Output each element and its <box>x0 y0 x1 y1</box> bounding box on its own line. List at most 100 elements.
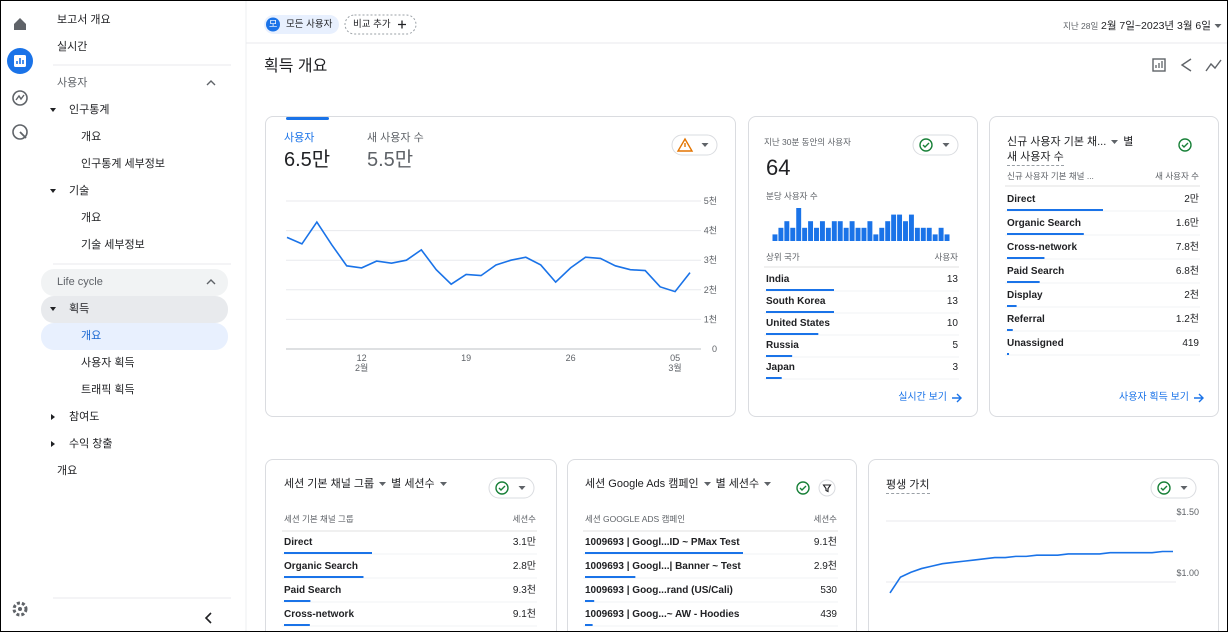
nav-item[interactable]: 개요 <box>81 211 102 224</box>
row-name[interactable]: 1009693 | Goog...~ AW - Hoodies <box>585 609 740 620</box>
y-tick-label: $1.50 <box>1176 507 1199 517</box>
nav-item[interactable]: 트래픽 획득 <box>81 383 135 396</box>
chart-subtitle: 분당 사용자 수 <box>766 190 818 201</box>
column-header: 세션 GOOGLE ADS 캠페인 <box>585 513 686 524</box>
row-name[interactable]: Paid Search <box>1007 266 1065 277</box>
customize-icon[interactable] <box>1152 58 1166 72</box>
row-name[interactable]: Referral <box>1007 314 1045 325</box>
row-bar <box>1007 257 1045 259</box>
row-name[interactable]: Display <box>1007 290 1043 301</box>
nav-group[interactable]: 참여도 <box>69 410 100 423</box>
bar <box>778 227 784 241</box>
caret-icon[interactable] <box>439 480 448 489</box>
column-header: 상위 국가 <box>766 251 800 262</box>
row-name[interactable]: India <box>766 274 790 285</box>
bar <box>867 221 873 241</box>
row-name[interactable]: Organic Search <box>1007 218 1081 229</box>
insights-icon[interactable] <box>1205 59 1222 72</box>
bar <box>849 221 855 241</box>
check-icon <box>1160 485 1168 491</box>
segment-label[interactable]: 모든 사용자 <box>286 18 333 30</box>
row-value: 13 <box>946 296 958 307</box>
home-icon[interactable] <box>14 18 26 30</box>
date-range[interactable]: 2월 7일~2023년 3월 6일 <box>1101 19 1211 32</box>
card-metric[interactable]: 새 사용자 수 <box>1007 150 1064 166</box>
card-title[interactable]: 신규 사용자 기본 채... 별 <box>1007 135 1133 150</box>
bar <box>790 227 796 241</box>
nav-group[interactable]: 수익 창출 <box>69 437 113 450</box>
nav-highlight <box>41 296 228 323</box>
segment-chip[interactable] <box>264 15 339 34</box>
card-title[interactable]: 세션 기본 채널 그룹 별 세션수 <box>284 477 448 492</box>
nav-item[interactable]: 인구통계 세부정보 <box>81 157 166 170</box>
nav-item[interactable]: 개요 <box>81 329 102 342</box>
row-name[interactable]: United States <box>766 318 830 329</box>
caret-icon <box>1180 486 1188 490</box>
collapse-icon[interactable] <box>204 612 212 624</box>
page-title: 획득 개요 <box>264 58 328 75</box>
compare-chip[interactable] <box>344 14 417 35</box>
title-part: 신규 사용자 기본 채... <box>1007 135 1107 148</box>
share-icon[interactable] <box>1180 58 1192 72</box>
filter-chip[interactable] <box>912 134 959 156</box>
nav-section[interactable]: Life cycle <box>57 275 103 288</box>
compare-label[interactable]: 비교 추가 <box>353 18 391 30</box>
nav-group[interactable]: 인구통계 <box>69 103 110 116</box>
advertising-icon[interactable] <box>12 124 28 140</box>
row-name[interactable]: Direct <box>284 537 313 548</box>
nav-item[interactable]: 개요 <box>57 464 78 477</box>
nav-item[interactable]: 사용자 획득 <box>81 356 135 369</box>
y-tick-label: 2천 <box>704 285 717 295</box>
tab-label[interactable]: 사용자 <box>284 131 315 144</box>
row-name[interactable]: Russia <box>766 340 799 351</box>
row-name[interactable]: 1009693 | Googl...| Banner ~ Test <box>585 561 741 572</box>
nav-group[interactable]: 기술 <box>69 184 90 197</box>
bar <box>784 221 790 241</box>
card-link[interactable]: 실시간 보기 <box>898 392 947 403</box>
bar <box>926 227 932 241</box>
card-link[interactable]: 사용자 획득 보기 <box>1119 392 1189 403</box>
caret-icon[interactable] <box>763 480 772 489</box>
nav-group[interactable]: 획득 <box>69 302 90 315</box>
settings-icon[interactable] <box>12 601 28 617</box>
nav-section[interactable]: 사용자 <box>57 76 88 89</box>
filter-chip[interactable] <box>1150 477 1197 499</box>
y-tick-label: 5천 <box>704 196 717 206</box>
tab-label[interactable]: 새 사용자 수 <box>367 131 424 144</box>
check-icon <box>922 142 930 148</box>
row-bar <box>1007 305 1017 307</box>
users-card <box>265 116 736 417</box>
filter-icon[interactable] <box>818 479 836 497</box>
filter-chip[interactable] <box>488 477 535 499</box>
row-name[interactable]: Organic Search <box>284 561 358 572</box>
row-name[interactable]: Cross-network <box>284 609 355 620</box>
row-name[interactable]: Cross-network <box>1007 242 1078 253</box>
nav-item[interactable]: 개요 <box>81 130 102 143</box>
chevron-icon <box>206 80 216 86</box>
row-name[interactable]: 1009693 | Googl...ID ~ PMax Test <box>585 537 740 548</box>
caret-icon[interactable] <box>703 480 712 489</box>
row-value: 9.1천 <box>813 537 837 548</box>
nav-item[interactable]: 실시간 <box>57 40 88 53</box>
card-title[interactable]: 평생 가치 <box>886 478 930 494</box>
data-line <box>889 550 1173 594</box>
row-name[interactable]: Japan <box>766 362 795 373</box>
nav-item[interactable]: 기술 세부정보 <box>81 238 145 251</box>
explore-icon[interactable] <box>12 90 28 106</box>
row-name[interactable]: Paid Search <box>284 585 342 596</box>
nav-item[interactable]: 보고서 개요 <box>57 13 111 26</box>
row-name[interactable]: Unassigned <box>1007 338 1064 349</box>
caret-icon[interactable] <box>378 480 387 489</box>
new-users-card <box>989 116 1219 417</box>
x-tick-label: 26 <box>566 353 576 363</box>
bar <box>825 227 831 241</box>
card-title[interactable]: 세션 Google Ads 캠페인 별 세션수 <box>585 477 772 492</box>
caret-icon <box>942 143 950 147</box>
column-header: 사용자 <box>934 251 958 262</box>
caret-icon[interactable] <box>1110 138 1119 147</box>
row-name[interactable]: 1009693 | Goog...rand (US/Cali) <box>585 585 733 596</box>
row-name[interactable]: Direct <box>1007 194 1036 205</box>
row-name[interactable]: South Korea <box>766 296 826 307</box>
filter-chip[interactable] <box>671 134 718 156</box>
check-icon <box>1181 142 1189 148</box>
